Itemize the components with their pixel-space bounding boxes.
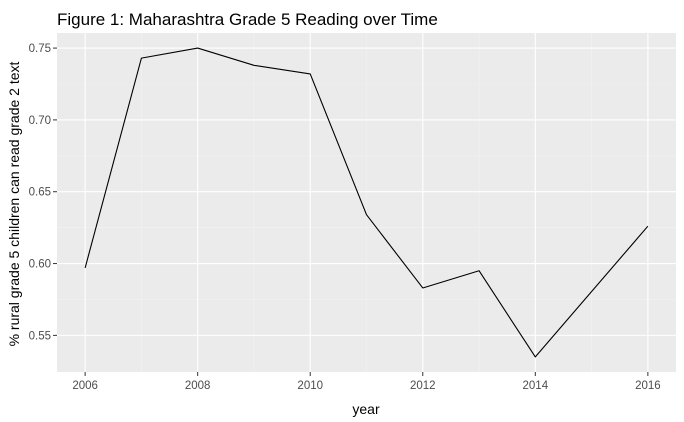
major-gridlines: [57, 33, 676, 372]
y-tick-label: 0.65: [29, 187, 51, 199]
x-tick-label: 2012: [410, 380, 436, 392]
y-axis: 0.55 0.60 0.65 0.70 0.75: [29, 43, 57, 342]
x-axis-label: year: [352, 401, 380, 417]
y-tick-label: 0.75: [29, 43, 51, 55]
x-tick-label: 2010: [297, 380, 323, 392]
x-tick-label: 2006: [72, 380, 98, 392]
x-axis: 2006 2008 2010 2012 2014 2016: [72, 372, 661, 392]
data-layer: [84, 47, 649, 358]
x-tick-label: 2016: [635, 380, 661, 392]
y-tick-label: 0.55: [29, 330, 51, 342]
series-line: [84, 47, 649, 358]
x-tick-label: 2014: [523, 380, 549, 392]
y-axis-label: % rural grade 5 children can read grade …: [6, 61, 22, 346]
chart-title: Figure 1: Maharashtra Grade 5 Reading ov…: [57, 10, 438, 29]
y-tick-label: 0.70: [29, 115, 51, 127]
y-tick-label: 0.60: [29, 259, 51, 271]
x-tick-label: 2008: [185, 380, 211, 392]
minor-gridlines: [57, 33, 676, 372]
